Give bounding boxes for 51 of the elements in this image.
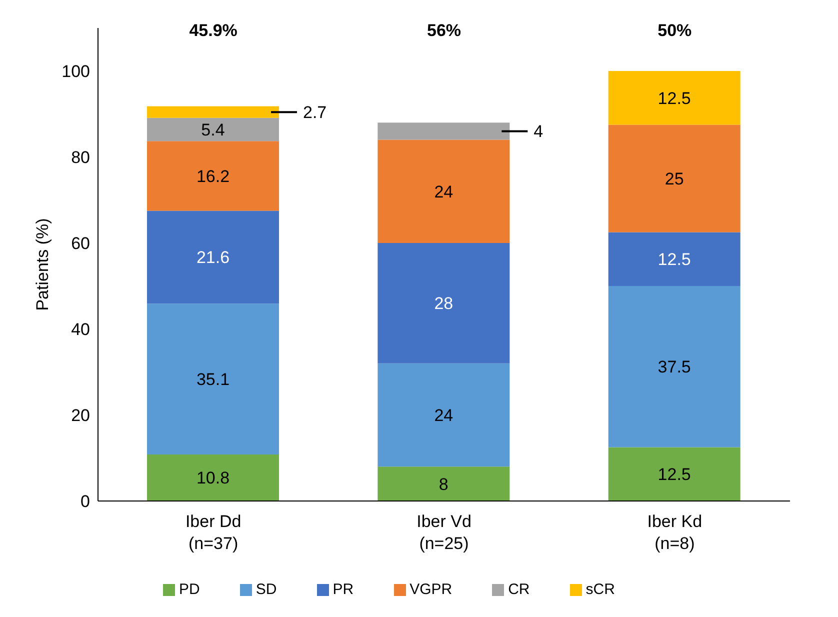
x-tick-label: Iber Kd (n=8) bbox=[647, 512, 702, 553]
legend-label: CR bbox=[508, 581, 530, 598]
bar bbox=[378, 243, 510, 364]
data-label: 2.7 bbox=[303, 103, 327, 122]
y-axis-title: Patients (%) bbox=[33, 218, 52, 311]
legend-label: PR bbox=[332, 581, 354, 598]
data-label: 12.5 bbox=[658, 250, 691, 270]
bar bbox=[608, 447, 740, 501]
data-label: 16.2 bbox=[196, 166, 230, 186]
data-label: 37.5 bbox=[658, 358, 691, 377]
annotation: 50% bbox=[658, 21, 692, 40]
data-label: 35.1 bbox=[196, 370, 230, 390]
annotation: 56% bbox=[426, 21, 462, 40]
bar bbox=[378, 363, 510, 467]
bar bbox=[147, 454, 279, 501]
bar bbox=[608, 124, 740, 232]
bar bbox=[378, 466, 510, 501]
data-label: 5.4 bbox=[201, 120, 225, 140]
bar bbox=[147, 106, 279, 118]
data-label: 10.8 bbox=[196, 468, 230, 488]
y-tick-label: 0 bbox=[80, 492, 90, 512]
legend-label: VGPR bbox=[410, 581, 452, 598]
data-label: 24 bbox=[434, 182, 454, 202]
data-label: 8 bbox=[438, 474, 448, 494]
legend-label: PD bbox=[179, 581, 200, 598]
bar bbox=[608, 286, 740, 448]
legend-label: SD bbox=[256, 581, 277, 598]
y-tick-label: 60 bbox=[71, 234, 90, 254]
data-label: 28 bbox=[434, 294, 454, 314]
data-label: 12.5 bbox=[658, 465, 691, 484]
bar bbox=[147, 304, 279, 455]
data-label: 4 bbox=[534, 122, 544, 142]
x-tick-label: Iber Dd (n=37) bbox=[185, 512, 242, 553]
y-tick-label: 80 bbox=[71, 148, 90, 168]
x-tick-label: Iber Vd (n=25) bbox=[416, 512, 472, 553]
bar bbox=[147, 141, 279, 211]
data-label: 12.5 bbox=[658, 88, 691, 108]
data-label: 21.6 bbox=[196, 248, 230, 268]
bar bbox=[608, 232, 740, 286]
bar bbox=[608, 71, 740, 125]
y-tick-label: 40 bbox=[71, 320, 90, 340]
y-tick-label: 100 bbox=[62, 62, 90, 82]
legend-label: sCR bbox=[586, 581, 615, 598]
bar bbox=[378, 140, 510, 243]
bar bbox=[147, 118, 279, 142]
bar bbox=[378, 122, 510, 140]
data-label: 24 bbox=[434, 406, 454, 425]
data-label: 25 bbox=[664, 169, 684, 188]
annotation: 45.9% bbox=[189, 21, 238, 40]
y-tick-label: 20 bbox=[71, 406, 90, 426]
bar bbox=[147, 210, 279, 304]
